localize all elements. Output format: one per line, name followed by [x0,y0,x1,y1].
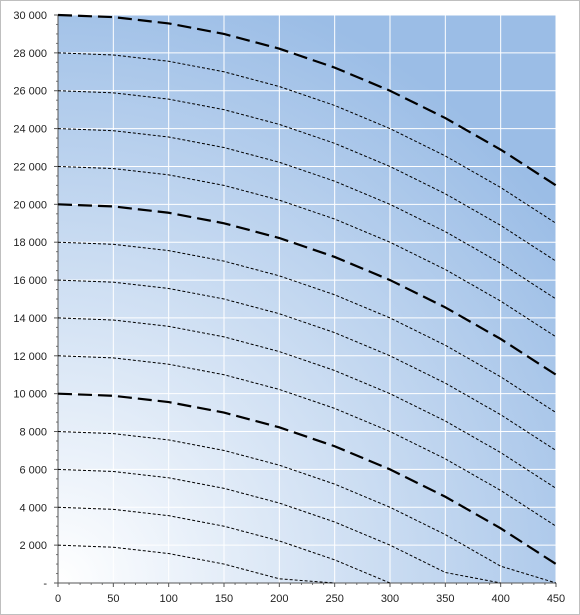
series-line-2 [57,90,557,262]
y-tick-label: 6 000 [19,464,47,476]
y-tick-label: 16 000 [13,275,47,287]
series-line-4 [57,165,557,338]
tick-labels: 0 50 100 150 200 250 300 350 400 450 - 2 000 4 000 6 … [13,10,565,605]
x-tick-label: 200 [270,593,288,605]
x-tick-label: 250 [325,593,343,605]
x-tick-label: 0 [55,593,61,605]
x-tick-label: 300 [381,593,399,605]
y-tick-label: 20 000 [13,199,47,211]
series-line-9 [57,355,557,527]
y-tick-label: 26 000 [13,86,47,98]
y-tick-label: 4 000 [19,502,47,514]
series-line-0 [57,13,557,187]
series-line-10 [57,392,557,565]
x-tick-label: 100 [159,593,177,605]
y-tick-label: 30 000 [13,10,47,22]
y-tick-label: 12 000 [13,351,47,363]
x-tick-label: 350 [436,593,454,605]
series-line-11 [57,431,557,584]
series-line-1 [57,52,557,224]
y-tick-label: 14 000 [13,313,47,325]
y-tick-label: 22 000 [13,161,47,173]
plot-area [58,15,556,583]
y-tick-label: - [43,578,47,590]
series-line-14 [57,544,335,584]
series-group [57,13,557,584]
y-tick-label: 8 000 [19,427,47,439]
series-line-5 [57,203,557,376]
series-line-7 [57,279,557,451]
x-tick-label: 50 [107,593,119,605]
series-line-8 [57,317,557,489]
y-tick-label: 10 000 [13,389,47,401]
gridlines [58,14,557,583]
y-tick-label: 28 000 [13,48,47,60]
axes [54,14,557,587]
x-tick-label: 400 [491,593,509,605]
y-tick-label: 24 000 [13,124,47,136]
x-tick-label: 450 [547,593,565,605]
y-tick-label: 18 000 [13,237,47,249]
y-tick-label: 2 000 [19,540,47,552]
series-line-13 [57,506,391,584]
x-tick-label: 150 [215,593,233,605]
series-line-6 [57,241,557,414]
series-line-3 [57,128,557,300]
